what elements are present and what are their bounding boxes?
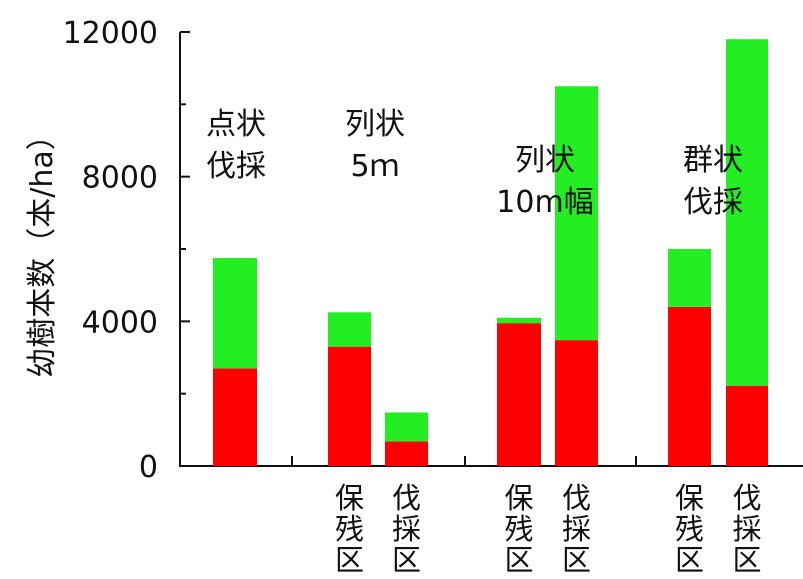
bar-segment-red <box>668 306 711 466</box>
bar-segment-green <box>668 249 711 307</box>
bar-sublabel: 保残区 <box>675 481 704 577</box>
bar-segment-red <box>726 385 768 466</box>
bars <box>213 39 768 466</box>
y-axis-title: 幼樹本数（本/ha） <box>25 120 60 378</box>
group-label-line: 10m幅 <box>496 185 593 220</box>
y-tick-label: 8000 <box>82 161 158 196</box>
bar-sublabel: 伐採区 <box>732 481 761 577</box>
bar-segment-green <box>726 39 768 386</box>
group-label-line: 列状 <box>515 143 575 178</box>
bar-segment-red <box>328 346 371 466</box>
group-label-line: 伐採 <box>683 185 743 220</box>
y-tick-label: 12000 <box>63 16 158 51</box>
bar-segment-red <box>385 441 428 466</box>
y-axis-label: 幼樹本数（本/ha） <box>25 120 60 378</box>
bar-sublabel: 伐採区 <box>392 481 421 577</box>
bar-segment-green <box>213 258 257 369</box>
group-label-line: 列状 <box>345 107 405 142</box>
group-label-line: 点状 <box>206 107 266 142</box>
y-tick-label: 0 <box>139 450 158 485</box>
group-label-line: 群状 <box>683 143 743 178</box>
group-label-line: 5ｍ <box>350 149 399 184</box>
bar-segment-red <box>555 340 598 466</box>
bar-segment-red <box>497 323 541 466</box>
bar-sublabel: 保残区 <box>335 481 364 577</box>
bar-segment-green <box>385 412 428 442</box>
bar-segment-green <box>497 317 541 324</box>
y-tick-label: 4000 <box>82 305 158 340</box>
bar-sublabel: 伐採区 <box>562 481 591 577</box>
bar-segment-green <box>328 312 371 347</box>
bar-segment-red <box>213 368 257 466</box>
group-label-line: 伐採 <box>206 149 266 184</box>
bar-sublabel: 保残区 <box>504 481 533 577</box>
y-ticks: 0 4000 8000 12000 <box>63 16 190 485</box>
bar-segment-green <box>555 86 598 341</box>
